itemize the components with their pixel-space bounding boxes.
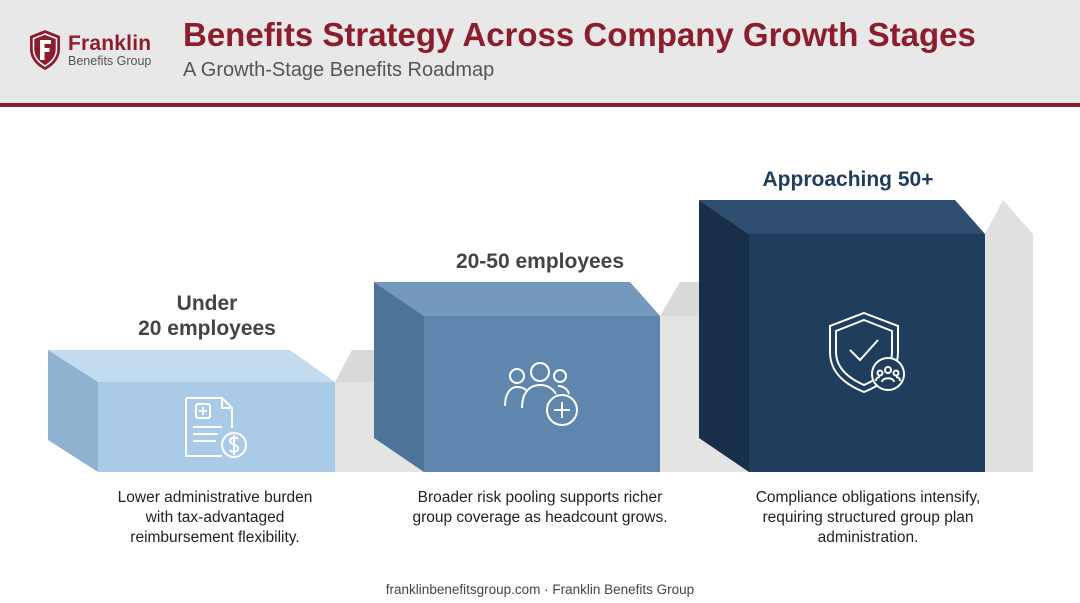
- stage-1-label-line2: 20 employees: [138, 317, 276, 340]
- stage-3-description-line1: Compliance obligations intensify,: [755, 489, 981, 506]
- stage-3-block: [699, 200, 985, 472]
- stage-2-description-line1: Broader risk pooling supports richer: [417, 489, 663, 506]
- brand-logo[interactable]: Franklin Benefits Group: [28, 27, 168, 77]
- stage-2-block: [374, 282, 660, 472]
- stage-3-description-line2: requiring structured group plan: [762, 509, 974, 526]
- stage-1-description-line2: with tax-advantaged: [145, 509, 285, 526]
- brand-subtitle: Benefits Group: [68, 54, 152, 68]
- stage-1-description-line3: reimbursement flexibility.: [130, 529, 300, 546]
- step-ledge-3: [985, 200, 1033, 472]
- shield-logo-icon: [30, 30, 60, 70]
- brand-name: Franklin: [68, 32, 152, 55]
- stage-3-description-line3: administration.: [817, 529, 919, 546]
- stage-1-block: [48, 350, 335, 472]
- stage-1-label-line1: Under: [176, 292, 238, 315]
- footer-text: franklinbenefitsgroup.com · Franklin Ben…: [385, 582, 695, 597]
- stage-2-description: Broader risk pooling supports richer gro…: [380, 488, 700, 528]
- stage-1-description: Lower administrative burden with tax-adv…: [75, 488, 355, 548]
- stage-1-description-line1: Lower administrative burden: [117, 489, 313, 506]
- stage-2-label: 20-50 employees: [420, 249, 660, 274]
- stage-3-description: Compliance obligations intensify, requir…: [718, 488, 1018, 548]
- page-subtitle: A Growth-Stage Benefits Roadmap: [183, 59, 495, 81]
- document-dollar-icon: [185, 397, 247, 458]
- stage-2-description-line2: group coverage as headcount grows.: [412, 509, 668, 526]
- stage-1-label: Under 20 employees: [97, 291, 317, 341]
- stage-3-label: Approaching 50+: [738, 167, 958, 192]
- stage-3-label-line1: Approaching 50+: [762, 168, 934, 191]
- people-plus-icon: [504, 362, 578, 426]
- shield-check-people-icon: [829, 311, 905, 394]
- header-bar: Franklin Benefits Group Benefits Strateg…: [0, 0, 1080, 107]
- page-title: Benefits Strategy Across Company Growth …: [183, 16, 976, 53]
- stage-2-label-line1: 20-50 employees: [455, 250, 625, 273]
